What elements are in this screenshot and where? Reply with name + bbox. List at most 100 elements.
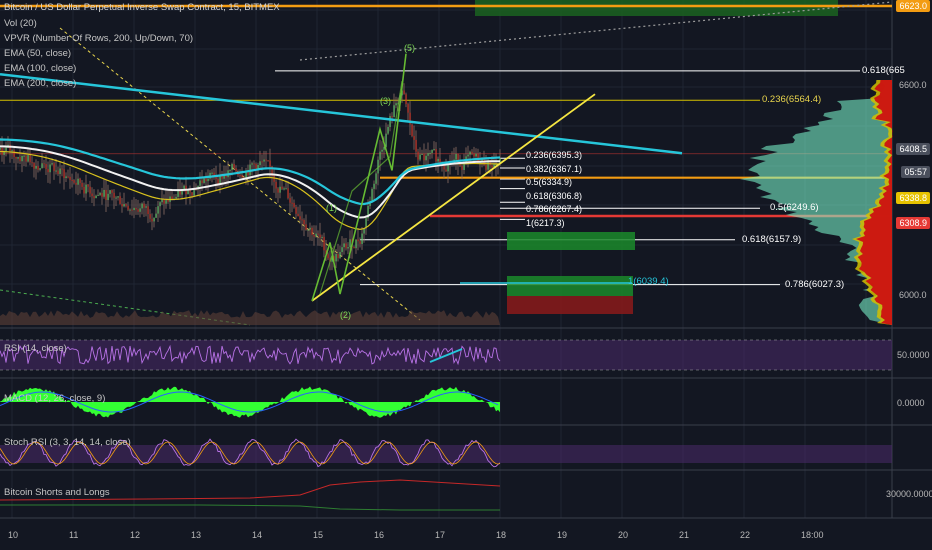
candle-body: [175, 196, 177, 199]
candle-body: [285, 188, 287, 190]
candle-body: [353, 247, 355, 249]
candle-body: [155, 213, 157, 218]
indicator-label[interactable]: EMA (200, close): [4, 78, 77, 89]
candle-body: [119, 196, 121, 204]
candle-body: [305, 224, 307, 230]
time-tick: 17: [435, 530, 446, 540]
candle-body: [27, 155, 29, 162]
fib-level-label: 1(6039.4): [628, 276, 669, 287]
candle-body: [259, 161, 261, 166]
candle-body: [335, 254, 337, 262]
macd-pane-label[interactable]: MACD (12, 26, close, 9): [4, 393, 106, 404]
indicator-label[interactable]: EMA (50, close): [4, 48, 72, 59]
shorts-line: [0, 479, 501, 501]
candle-body: [287, 188, 289, 199]
candle-body: [5, 147, 7, 152]
candle-body: [217, 179, 219, 185]
candle-body: [413, 136, 415, 140]
candle-body: [87, 184, 89, 187]
candle-body: [307, 229, 309, 231]
candle-body: [265, 159, 267, 161]
candle-body: [309, 227, 311, 230]
candle-body: [379, 151, 381, 160]
candle-body: [221, 175, 223, 179]
yellow-uptrend-line: [311, 93, 596, 302]
volume-area: [0, 310, 500, 325]
time-tick: 16: [374, 530, 385, 540]
dotted-yellow-line: [59, 27, 421, 321]
candle-body: [391, 116, 393, 118]
time-tick: 12: [130, 530, 141, 540]
candle-body: [139, 208, 141, 212]
candle-body: [21, 155, 23, 162]
candle-body: [403, 90, 405, 95]
time-tick: 19: [557, 530, 568, 540]
candle-body: [311, 227, 313, 235]
candle-body: [337, 254, 339, 258]
price-badge: 6338.8: [896, 192, 930, 204]
candle-body: [359, 241, 361, 244]
candle-body: [381, 149, 383, 152]
stoch-pane-label[interactable]: Stoch RSI (3, 3, 14, 14, close): [4, 437, 131, 448]
candle-body: [49, 164, 51, 173]
longs-line: [0, 504, 500, 511]
indicator-label[interactable]: VPVR (Number Of Rows, 200, Up/Down, 70): [4, 33, 194, 44]
indicator-label[interactable]: Vol (20): [4, 18, 37, 29]
candle-body: [281, 186, 283, 189]
candle-body: [179, 189, 181, 195]
candle-body: [371, 188, 373, 202]
time-tick: 10: [8, 530, 19, 540]
candle-body: [53, 163, 55, 172]
rsi-pane-label[interactable]: RSI (14, close): [4, 343, 67, 354]
candle-body: [279, 186, 281, 193]
candle-body: [355, 239, 357, 249]
shorts-pane-label[interactable]: Bitcoin Shorts and Longs: [4, 487, 110, 498]
candle-body: [295, 207, 297, 214]
candle-body: [67, 176, 69, 178]
candle-body: [387, 127, 389, 134]
rsi-line: [0, 344, 501, 366]
time-tick: 11: [69, 530, 79, 540]
candle-body: [321, 236, 323, 238]
candle-body: [33, 162, 35, 169]
candle-body: [205, 178, 207, 182]
candle-body: [349, 239, 351, 248]
indicator-label[interactable]: EMA (100, close): [4, 63, 77, 74]
candle-body: [325, 250, 327, 255]
candle-body: [245, 171, 247, 179]
time-tick: 13: [191, 530, 202, 540]
candle-body: [447, 163, 449, 172]
candle-body: [159, 202, 161, 207]
candle-body: [45, 163, 47, 170]
candle-body: [187, 189, 189, 195]
candle-body: [473, 153, 475, 157]
price-badge: 6408.5: [896, 143, 930, 155]
candle-body: [363, 228, 365, 234]
candle-body: [85, 184, 87, 194]
wave-label: (3): [380, 96, 391, 106]
candle-body: [389, 116, 391, 128]
stoch-k-line: [0, 438, 501, 468]
candle-body: [293, 202, 295, 208]
candle-body: [315, 233, 317, 237]
rsi-trend-line: [429, 348, 463, 363]
chart-title: Bitcoin / US Dollar Perpetual Inverse Sw…: [4, 2, 280, 13]
candle-body: [29, 155, 31, 163]
candle-body: [291, 202, 293, 204]
candle-body: [41, 163, 43, 169]
vpvr-profile: [739, 80, 892, 325]
candle-body: [235, 168, 237, 172]
candle-body: [63, 169, 65, 179]
candle-body: [357, 239, 359, 242]
candle-body: [207, 178, 209, 182]
candle-body: [189, 189, 191, 193]
candle-body: [361, 233, 363, 244]
fib-level-label: 0.236(6564.4): [762, 94, 822, 106]
candle-body: [225, 175, 227, 178]
time-tick: 21: [679, 530, 690, 540]
candle-body: [51, 163, 53, 165]
candle-body: [373, 183, 375, 189]
target-box-red: [507, 296, 633, 314]
candle-body: [3, 151, 5, 156]
candle-body: [123, 204, 125, 207]
